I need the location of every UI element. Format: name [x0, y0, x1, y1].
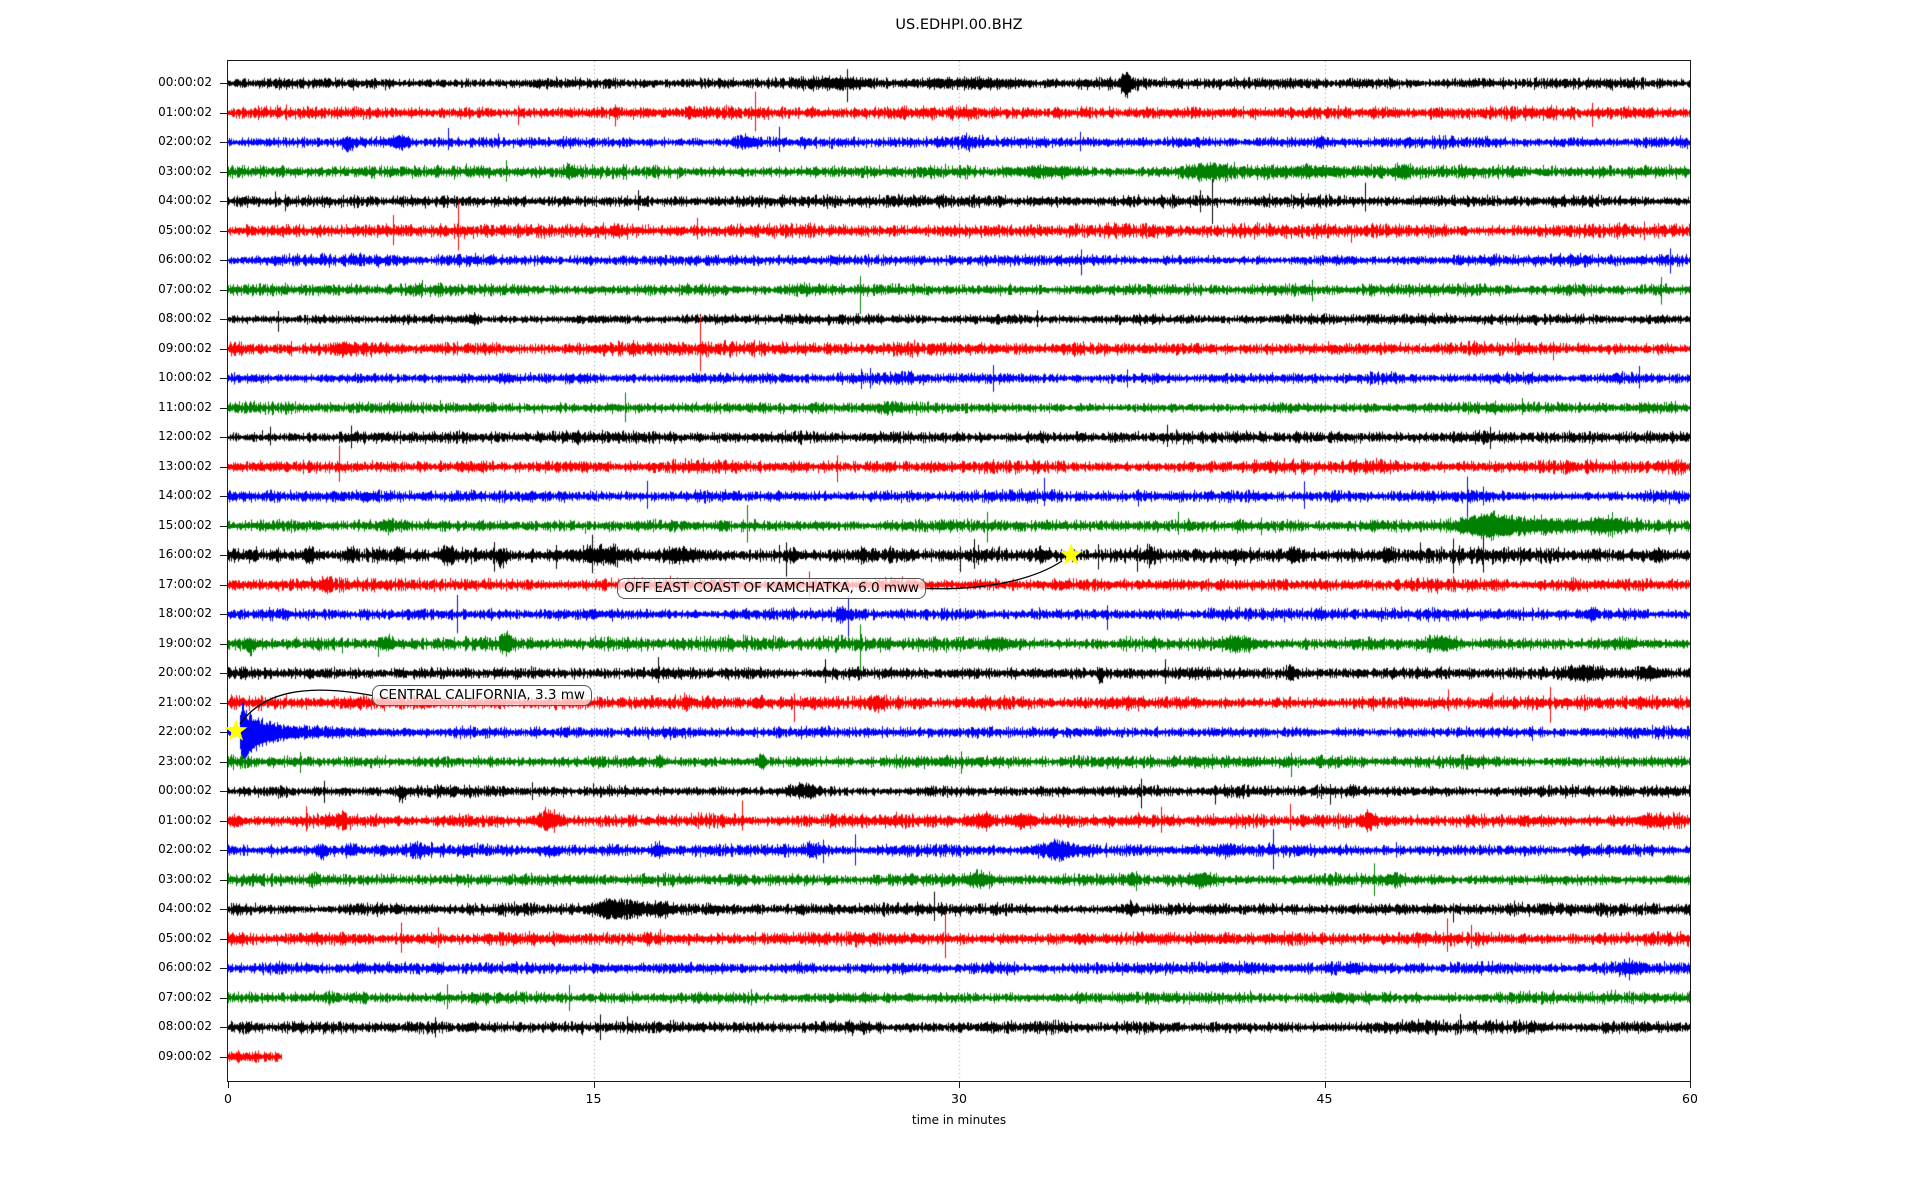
y-axis-label: 02:00:02: [158, 842, 212, 857]
y-axis-label: 06:00:02: [158, 960, 212, 975]
plot-area: [227, 60, 1691, 1082]
y-tick-mark: [220, 172, 227, 173]
x-tick-label: 60: [1682, 1091, 1698, 1106]
x-tick-label: 30: [951, 1091, 967, 1106]
y-tick-mark: [220, 113, 227, 114]
y-tick-mark: [220, 909, 227, 910]
y-axis-label: 04:00:02: [158, 901, 212, 916]
x-tick-label: 45: [1316, 1091, 1333, 1106]
y-axis-label: 15:00:02: [158, 517, 212, 532]
y-tick-mark: [220, 791, 227, 792]
y-axis-label: 13:00:02: [158, 458, 212, 473]
y-tick-mark: [220, 998, 227, 999]
y-tick-mark: [220, 644, 227, 645]
y-tick-mark: [220, 201, 227, 202]
y-tick-mark: [220, 732, 227, 733]
y-axis-label: 08:00:02: [158, 311, 212, 326]
y-tick-mark: [220, 850, 227, 851]
y-axis-label: 03:00:02: [158, 163, 212, 178]
y-axis-label: 05:00:02: [158, 222, 212, 237]
x-axis-title: time in minutes: [911, 1113, 1007, 1127]
y-tick-mark: [220, 939, 227, 940]
y-tick-mark: [220, 349, 227, 350]
y-tick-mark: [220, 319, 227, 320]
y-tick-mark: [220, 821, 227, 822]
y-axis-label: 00:00:02: [158, 783, 212, 798]
y-axis-label: 18:00:02: [158, 606, 212, 621]
y-tick-mark: [220, 762, 227, 763]
y-axis-label: 01:00:02: [158, 104, 212, 119]
y-tick-mark: [220, 880, 227, 881]
y-tick-mark: [220, 83, 227, 84]
y-tick-mark: [220, 496, 227, 497]
y-axis-label: 10:00:02: [158, 370, 212, 385]
y-tick-mark: [220, 408, 227, 409]
y-axis-label: 11:00:02: [158, 399, 212, 414]
y-tick-mark: [220, 290, 227, 291]
x-tick-mark: [1690, 1082, 1691, 1088]
y-tick-mark: [220, 614, 227, 615]
y-tick-mark: [220, 1027, 227, 1028]
y-axis-label: 05:00:02: [158, 930, 212, 945]
annotation-california: CENTRAL CALIFORNIA, 3.3 mw: [372, 685, 592, 706]
y-axis-label: 02:00:02: [158, 134, 212, 149]
y-axis-label: 14:00:02: [158, 488, 212, 503]
y-axis-label: 09:00:02: [158, 340, 212, 355]
y-axis-label: 19:00:02: [158, 635, 212, 650]
y-tick-mark: [220, 231, 227, 232]
chart-title: US.EDHPI.00.BHZ: [895, 17, 1023, 33]
y-tick-mark: [220, 378, 227, 379]
y-axis-label: 03:00:02: [158, 871, 212, 886]
y-axis-label: 04:00:02: [158, 193, 212, 208]
x-tick-mark: [1325, 1082, 1326, 1088]
y-tick-mark: [220, 673, 227, 674]
y-axis-label: 06:00:02: [158, 252, 212, 267]
y-axis-label: 22:00:02: [158, 724, 212, 739]
x-tick-mark: [959, 1082, 960, 1088]
y-tick-mark: [220, 968, 227, 969]
y-axis-label: 12:00:02: [158, 429, 212, 444]
y-tick-mark: [220, 703, 227, 704]
y-axis-label: 16:00:02: [158, 547, 212, 562]
annotation-kamchatka: OFF EAST COAST OF KAMCHATKA, 6.0 mww: [617, 578, 927, 599]
y-tick-mark: [220, 1057, 227, 1058]
y-axis-label: 20:00:02: [158, 665, 212, 680]
y-tick-mark: [220, 467, 227, 468]
y-axis-label: 00:00:02: [158, 75, 212, 90]
x-tick-label: 0: [224, 1091, 232, 1106]
y-axis-label: 07:00:02: [158, 989, 212, 1004]
y-tick-mark: [220, 142, 227, 143]
x-tick-mark: [228, 1082, 229, 1088]
y-axis-label: 01:00:02: [158, 812, 212, 827]
y-tick-mark: [220, 260, 227, 261]
y-tick-mark: [220, 526, 227, 527]
waveform-canvas: [228, 61, 1690, 1081]
y-axis-label: 08:00:02: [158, 1019, 212, 1034]
x-tick-mark: [594, 1082, 595, 1088]
y-axis-label: 21:00:02: [158, 694, 212, 709]
y-axis-label: 23:00:02: [158, 753, 212, 768]
y-tick-mark: [220, 437, 227, 438]
y-tick-mark: [220, 585, 227, 586]
y-axis-label: 09:00:02: [158, 1048, 212, 1063]
x-tick-label: 15: [585, 1091, 602, 1106]
y-tick-mark: [220, 555, 227, 556]
y-axis-label: 17:00:02: [158, 576, 212, 591]
y-axis-label: 07:00:02: [158, 281, 212, 296]
